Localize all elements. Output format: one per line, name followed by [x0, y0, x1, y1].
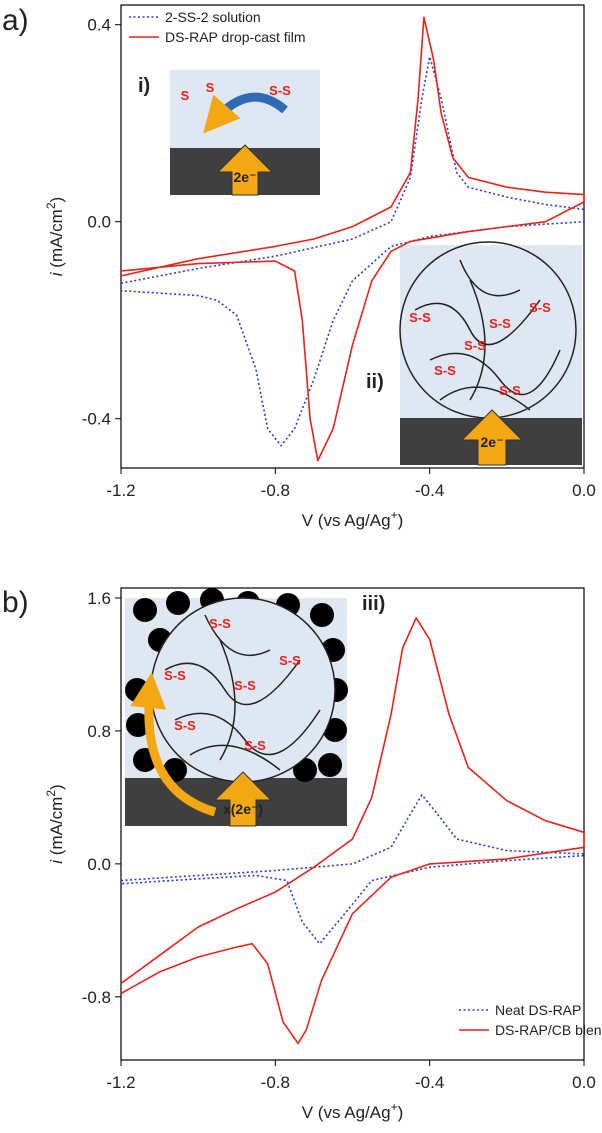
plot-frame: [120, 4, 585, 469]
x-axis-label: V (vs Ag/Ag+): [302, 508, 404, 530]
annotation: 2e⁻: [234, 169, 257, 185]
x-axis-label-part: V (vs Ag/Ag: [302, 1103, 391, 1122]
x-axis-label-part: ): [398, 511, 404, 530]
annotation: S-S: [174, 718, 196, 733]
annotation: 2e⁻: [481, 434, 504, 450]
annotation: S: [181, 88, 190, 103]
y-axis-label-part: (mA/cm: [47, 209, 66, 272]
x-tick-label: -1.2: [106, 481, 135, 500]
legend-label: 2-SS-2 solution: [165, 9, 261, 25]
legend-label: Neat DS-RAP: [495, 1002, 581, 1018]
cv-curve: [120, 16, 585, 462]
y-axis-label-part: 2: [44, 790, 58, 797]
annotation: S-S: [434, 363, 456, 378]
y-axis-label-part: 2: [44, 202, 58, 209]
annotation: S-S: [529, 300, 551, 315]
annotation: i): [138, 75, 150, 97]
annotation: iii): [362, 593, 385, 615]
y-axis-label-part: ): [47, 784, 66, 790]
y-tick-label: 0.0: [87, 213, 111, 232]
annotation: S-S: [464, 338, 486, 353]
x-axis-label: V (vs Ag/Ag+): [302, 1100, 404, 1122]
annotation: S-S: [489, 316, 511, 331]
x-axis-label-part: V (vs Ag/Ag: [302, 511, 391, 530]
plot-frame: [120, 587, 585, 1061]
legend-label: DS-RAP/CB blend: [495, 1022, 602, 1038]
y-axis-label: i (mA/cm2): [44, 197, 66, 276]
y-axis-label: i (mA/cm2): [44, 784, 66, 863]
annotation: S-S: [209, 616, 231, 631]
annotation: S-S: [234, 678, 256, 693]
x-axis-label-part: ): [398, 1103, 404, 1122]
y-tick-label: -0.8: [82, 988, 111, 1007]
inset-i: [170, 70, 320, 196]
cv-curve: [120, 617, 585, 1045]
x-tick-label: -1.2: [106, 1073, 135, 1092]
legend-label: DS-RAP drop-cast film: [165, 29, 306, 45]
y-axis-label-part: ): [47, 197, 66, 203]
y-axis-label-part: i: [47, 859, 66, 864]
x-tick-label: -0.8: [261, 1073, 290, 1092]
y-tick-label: 1.6: [87, 589, 111, 608]
annotation: ii): [366, 371, 384, 393]
y-axis-label-part: (mA/cm: [47, 797, 66, 860]
annotation: S-S: [269, 83, 291, 98]
y-tick-label: -0.4: [82, 410, 111, 429]
x-tick-label: -0.4: [415, 1073, 444, 1092]
inset-iii: [125, 588, 348, 827]
annotation: S-S: [164, 668, 186, 683]
x-axis-label-part: +: [391, 508, 398, 522]
panel-label: a): [2, 4, 29, 37]
y-axis-label-part: i: [47, 271, 66, 276]
y-tick-label: 0.8: [87, 722, 111, 741]
cv-curve: [120, 794, 585, 945]
annotation: S-S: [244, 738, 266, 753]
annotation: S: [206, 80, 215, 95]
x-tick-label: 0.0: [572, 481, 596, 500]
annotation: S-S: [409, 310, 431, 325]
y-tick-label: 0.0: [87, 855, 111, 874]
x-tick-label: -0.4: [415, 481, 444, 500]
x-axis-label-part: +: [391, 1100, 398, 1114]
annotation: S-S: [499, 383, 521, 398]
y-tick-label: 0.4: [87, 16, 111, 35]
annotation: x(2e⁻): [223, 801, 263, 817]
panel-label: b): [2, 586, 29, 619]
x-tick-label: -0.8: [261, 481, 290, 500]
annotation: S-S: [279, 653, 301, 668]
inset-ii: [399, 241, 582, 466]
x-tick-label: 0.0: [572, 1073, 596, 1092]
